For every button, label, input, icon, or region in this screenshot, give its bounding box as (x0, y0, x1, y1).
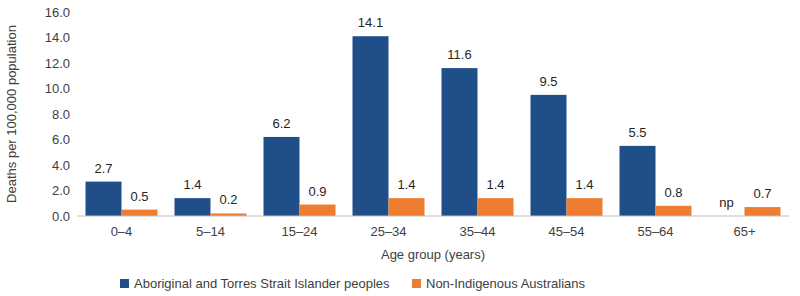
data-label: 0.7 (753, 186, 771, 201)
y-tick-label: 8.0 (52, 107, 70, 122)
bar (264, 137, 300, 216)
x-tick-label: 45–54 (548, 224, 584, 239)
legend-swatch (120, 279, 129, 288)
bar (300, 205, 336, 216)
legend-label: Non-Indigenous Australians (426, 276, 585, 291)
bar (567, 198, 603, 216)
data-label: 6.2 (272, 116, 290, 131)
x-tick-label: 55–64 (637, 224, 673, 239)
data-label: 11.6 (447, 47, 471, 62)
y-tick-label: 12.0 (45, 56, 70, 71)
bar (656, 206, 692, 216)
data-label: 1.4 (575, 177, 593, 192)
y-tick-label: 0.0 (52, 209, 70, 224)
chart: 0.0 2.0 4.0 6.0 8.0 10.0 12.0 14.0 16.0 Deaths pe… (0, 0, 800, 296)
data-label: 9.5 (539, 74, 557, 89)
x-tick-label: 0–4 (111, 224, 133, 239)
data-label: 14.1 (358, 15, 383, 30)
y-axis-title: Deaths per 100,000 population (4, 25, 19, 203)
data-label: 1.4 (397, 177, 415, 192)
legend: Aboriginal and Torres Strait Islander pe… (120, 276, 585, 291)
bar (620, 146, 656, 216)
data-label: 0.8 (664, 185, 682, 200)
bar (175, 198, 211, 216)
data-label: 0.9 (308, 184, 326, 199)
y-tick-label: 6.0 (52, 132, 70, 147)
bar (122, 210, 158, 216)
data-label: 5.5 (628, 125, 646, 140)
x-tick-label: 35–44 (459, 224, 495, 239)
data-labels: 2.7 1.4 6.2 14.1 11.6 9.5 5.5 np 0.5 0.2 0.9 1.4 1.4… (94, 15, 771, 210)
x-tick-label: 5–14 (196, 224, 225, 239)
x-tick-label: 65+ (733, 224, 755, 239)
data-label: 1.4 (486, 177, 504, 192)
y-tick-label: 10.0 (45, 81, 70, 96)
bar (389, 198, 425, 216)
x-axis-line (77, 216, 789, 217)
legend-swatch (412, 279, 421, 288)
bar (531, 95, 567, 216)
bar (86, 182, 122, 216)
y-tick-label: 16.0 (45, 5, 70, 20)
x-tick-label: 15–24 (281, 224, 317, 239)
bar (745, 207, 781, 216)
legend-label: Aboriginal and Torres Strait Islander pe… (134, 276, 390, 291)
data-label: 0.5 (130, 189, 148, 204)
bar (442, 68, 478, 216)
data-label: 1.4 (183, 177, 201, 192)
x-axis-title: Age group (years) (381, 247, 485, 262)
y-tick-label: 2.0 (52, 183, 70, 198)
bars (86, 36, 781, 216)
y-tick-label: 14.0 (45, 30, 70, 45)
y-tick-label: 4.0 (52, 158, 70, 173)
bar (478, 198, 514, 216)
x-tick-label: 25–34 (370, 224, 406, 239)
data-label: 2.7 (94, 161, 112, 176)
data-label: 0.2 (219, 192, 237, 207)
data-label: np (719, 195, 733, 210)
bar (353, 36, 389, 216)
